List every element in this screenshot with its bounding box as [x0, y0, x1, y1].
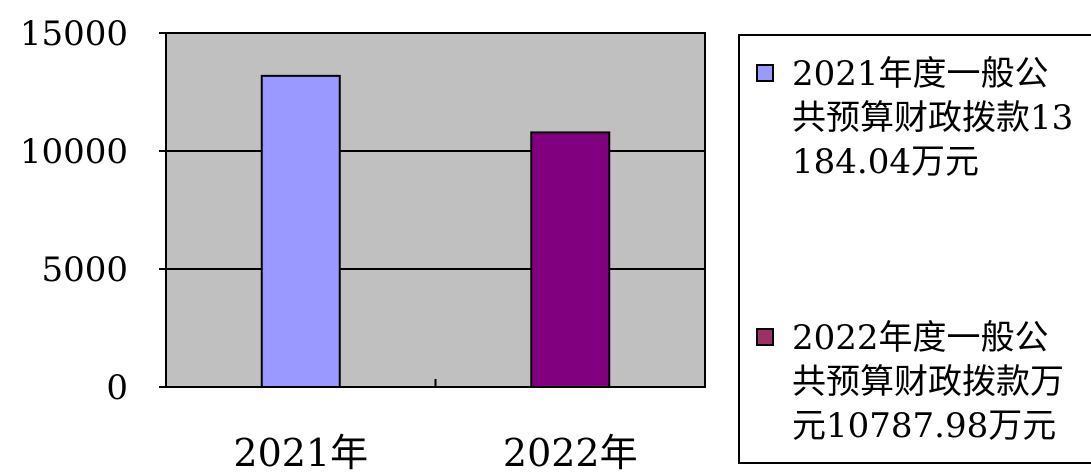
bar-1: [530, 131, 611, 388]
y-tick-label: 10000: [20, 132, 128, 172]
legend: 2021年度一般公共预算财政拨款13184.04万元 2022年度一般公共预算财…: [738, 34, 1091, 464]
x-tick-label: 2021年: [233, 431, 368, 472]
y-tick-label: 0: [106, 368, 128, 408]
legend-swatch-2022: [756, 328, 774, 346]
bar-0: [260, 74, 341, 388]
legend-label-2022: 2022年度一般公共预算财政拨款万元10787.98万元: [792, 318, 1064, 446]
legend-swatch-2021: [756, 64, 774, 82]
y-tick-label: 5000: [41, 250, 128, 290]
plot-area: [165, 32, 706, 388]
x-tick-label: 2022年: [503, 431, 638, 472]
legend-label-2021: 2021年度一般公共预算财政拨款13184.04万元: [792, 54, 1074, 182]
y-tick-label: 15000: [20, 14, 128, 54]
